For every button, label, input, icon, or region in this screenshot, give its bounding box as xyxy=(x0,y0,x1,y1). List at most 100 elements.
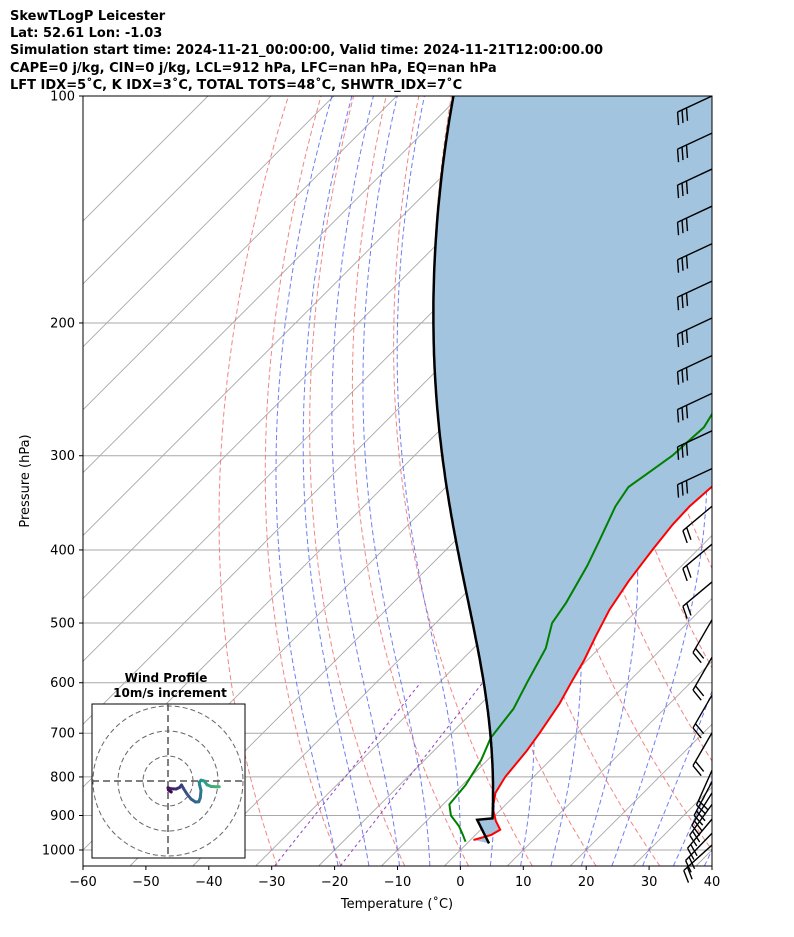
barb-flag xyxy=(676,334,680,348)
barb-flag xyxy=(691,824,701,836)
barb-flag xyxy=(682,606,688,619)
barb-staff xyxy=(677,317,713,335)
wind-barb xyxy=(676,467,713,498)
x-tick-label: 0 xyxy=(456,875,464,890)
barb-staff xyxy=(677,280,713,298)
moist-adiabat xyxy=(275,96,339,866)
wind-barb xyxy=(676,168,713,199)
barb-flag xyxy=(686,565,692,578)
wind-barb xyxy=(676,392,713,423)
barb-staff xyxy=(692,732,713,766)
x-tick-label: 10 xyxy=(515,875,532,890)
barb-flag xyxy=(676,446,680,460)
x-tick-label: −60 xyxy=(69,875,96,890)
barb-staff xyxy=(677,243,713,261)
x-tick-label: 40 xyxy=(704,875,721,890)
barb-flag xyxy=(682,568,688,582)
barb-flag xyxy=(685,107,689,121)
wind-profile-inset xyxy=(91,703,246,859)
barb-flag xyxy=(690,844,698,857)
dry-adiabat xyxy=(777,96,794,866)
barb-flag xyxy=(685,218,689,232)
barb-flag xyxy=(694,723,705,735)
dry-adiabat xyxy=(309,96,406,866)
barb-staff xyxy=(677,467,713,486)
isotherm-line xyxy=(83,96,523,537)
barb-flag xyxy=(681,257,684,271)
barb-staff xyxy=(677,392,713,411)
moist-adiabat xyxy=(703,848,712,866)
barb-flag xyxy=(698,800,709,811)
barb-flag xyxy=(692,652,702,664)
barb-staff xyxy=(677,168,713,186)
dry-adiabat xyxy=(218,96,289,866)
barb-flag xyxy=(681,407,684,421)
x-tick-label: −20 xyxy=(321,875,348,890)
axes: −60 −50 −40 −30 −20 −10 0 10 20 30 40 1000 900 800 700… xyxy=(42,90,720,891)
moist-adiabat xyxy=(396,96,461,866)
mixing-ratio-line xyxy=(339,682,484,866)
dry-adiabat xyxy=(264,96,342,866)
y-tick-label: 800 xyxy=(50,770,75,785)
cin-shaded-area xyxy=(433,96,712,844)
barb-flag xyxy=(694,647,705,659)
wind-barb xyxy=(676,317,713,348)
y-tick-label: 300 xyxy=(50,449,75,464)
wind-barb xyxy=(691,792,713,836)
barb-flag xyxy=(676,409,680,423)
barb-flag xyxy=(693,820,703,832)
inset-title: Wind Profile xyxy=(125,671,208,685)
barb-flag xyxy=(681,331,684,346)
isotherm-line xyxy=(83,96,272,285)
x-axis-label: Temperature (˚C) xyxy=(340,896,453,912)
barb-flag xyxy=(681,182,684,197)
y-tick-label: 600 xyxy=(50,676,75,691)
y-tick-label: 200 xyxy=(50,316,75,331)
barb-flag xyxy=(685,367,689,381)
barb-flag xyxy=(685,329,689,343)
title-times: Simulation start time: 2024-11-21_00:00:… xyxy=(10,43,603,59)
barb-staff xyxy=(691,792,713,826)
wind-barb xyxy=(682,505,713,544)
barb-flag xyxy=(694,760,705,772)
y-axis-label: Pressure (hPa) xyxy=(18,434,33,527)
barb-staff xyxy=(695,770,713,806)
title-location: Lat: 52.61 Lon: -1.03 xyxy=(10,26,163,42)
barb-staff xyxy=(689,803,713,836)
x-tick-label: 20 xyxy=(578,875,595,890)
wind-barb xyxy=(676,205,713,236)
barb-flag xyxy=(694,685,705,697)
barb-flag xyxy=(695,810,706,822)
wind-barb xyxy=(676,132,713,163)
inset-subtitle: 10m/s increment xyxy=(113,686,227,700)
moist-adiabat xyxy=(642,689,712,866)
y-tick-label: 100 xyxy=(50,90,75,105)
title-station: SkewTLogP Leicester xyxy=(10,9,166,24)
barb-flag xyxy=(685,255,689,269)
wind-barb xyxy=(676,243,713,273)
barb-flag xyxy=(676,185,680,199)
barb-staff xyxy=(692,619,713,653)
barb-flag xyxy=(693,814,704,826)
barb-flag xyxy=(676,297,680,311)
dry-adiabat xyxy=(393,96,533,866)
dewpoint-profile-line xyxy=(448,412,712,843)
barb-flag xyxy=(685,405,689,419)
barb-flag xyxy=(685,292,689,307)
barb-flag xyxy=(676,222,680,236)
mixing-ratio-line xyxy=(274,682,421,866)
y-tick-label: 700 xyxy=(50,727,75,742)
barb-flag xyxy=(676,484,680,498)
wind-barb xyxy=(682,581,713,619)
wind-barb xyxy=(692,656,713,701)
barb-flag xyxy=(686,527,692,540)
barb-flag xyxy=(676,259,680,273)
barb-flag xyxy=(692,727,702,739)
chart-title-block: SkewTLogP Leicester Lat: 52.61 Lon: -1.0… xyxy=(10,8,603,94)
barb-flag xyxy=(692,689,702,701)
barb-staff xyxy=(693,781,713,816)
barb-flag xyxy=(686,847,695,860)
barb-flag xyxy=(691,830,701,843)
barb-flag xyxy=(681,109,684,123)
